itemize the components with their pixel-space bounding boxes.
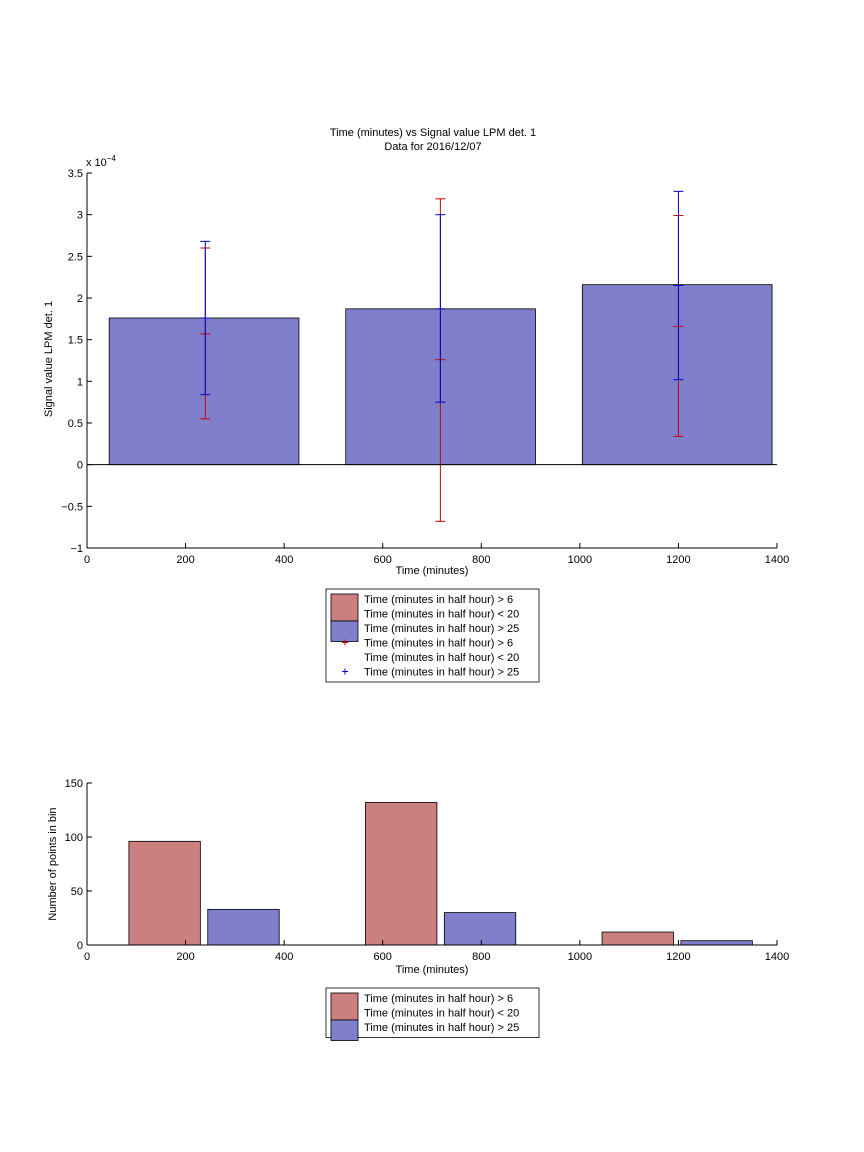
x-tick-label: 800 — [472, 554, 490, 566]
x-tick-label: 1200 — [666, 554, 690, 566]
legend-label: Time (minutes in half hour) < 20 — [364, 1008, 519, 1020]
bar — [108, 317, 300, 466]
x-tick-label: 1400 — [765, 951, 789, 963]
legend-label: Time (minutes in half hour) < 20 — [364, 652, 519, 664]
chart-subtitle: Data for 2016/12/07 — [384, 141, 481, 153]
x-tick-label: 600 — [374, 951, 392, 963]
y-tick-label: 1.5 — [68, 335, 83, 347]
legend-swatch — [330, 620, 359, 642]
legend-label: Time (minutes in half hour) > 6 — [364, 638, 513, 650]
x-tick-label: 1400 — [765, 554, 789, 566]
y-axis-exponent: x 10−4 — [86, 154, 116, 169]
legend-label: Time (minutes in half hour) > 6 — [364, 594, 513, 606]
x-tick-label: 400 — [275, 554, 293, 566]
bar — [128, 840, 201, 946]
legend-box — [325, 588, 540, 683]
y-tick-label: 0 — [77, 940, 83, 952]
bar — [680, 940, 753, 946]
bar — [601, 931, 674, 946]
errorbar — [200, 240, 211, 396]
y-exponent-base: x 10 — [86, 157, 107, 169]
y-tick-label: 3 — [77, 210, 83, 222]
legend-swatch — [330, 992, 359, 1021]
signal-chart: Time (minutes) vs Signal value LPM det. … — [43, 127, 789, 683]
x-tick-label: 200 — [176, 554, 194, 566]
y-tick-label: 150 — [65, 778, 83, 790]
legend: Time (minutes in half hour) > 6 Time (min… — [325, 987, 540, 1041]
bar — [365, 802, 438, 946]
legend-label: Time (minutes in half hour) > 25 — [364, 623, 519, 635]
legend-label: Time (minutes in half hour) < 20 — [364, 609, 519, 621]
errorbar — [673, 190, 684, 381]
axes: 0 200 400 600 800 1000 1200 1400 −1 −0.5 0 0.5 1 1.5 2… — [61, 168, 789, 566]
bar — [443, 912, 517, 946]
bar-group — [128, 802, 753, 946]
y-tick-label: 3.5 — [68, 168, 83, 180]
y-axis-label: Signal value LPM det. 1 — [43, 301, 55, 417]
chart-title: Time (minutes) vs Signal value LPM det. … — [330, 127, 536, 139]
x-tick-label: 1200 — [666, 951, 690, 963]
errorbar — [435, 214, 446, 403]
legend-swatch — [330, 1019, 359, 1041]
errorbar-group — [200, 190, 684, 522]
count-chart: 0 200 400 600 800 1000 1200 1400 0 50 100 150 Time … — [47, 778, 789, 1041]
y-axis-label: Number of points in bin — [47, 807, 59, 920]
y-tick-label: 2.5 — [68, 251, 83, 263]
y-tick-label: −0.5 — [61, 501, 83, 513]
x-tick-label: 200 — [176, 951, 194, 963]
y-tick-label: −1 — [70, 543, 83, 555]
x-axis-label: Time (minutes) — [396, 964, 469, 976]
y-tick-label: 100 — [65, 832, 83, 844]
x-axis-label: Time (minutes) — [396, 565, 469, 577]
x-tick-label: 1000 — [568, 554, 592, 566]
legend: Time (minutes in half hour) > 6 Time (min… — [325, 588, 540, 683]
y-tick-label: 0.5 — [68, 418, 83, 430]
legend-box — [325, 987, 540, 1038]
legend-label: Time (minutes in half hour) > 6 — [364, 993, 513, 1005]
legend-label: Time (minutes in half hour) > 25 — [364, 1022, 519, 1034]
bar — [207, 908, 280, 946]
y-tick-label: 2 — [77, 293, 83, 305]
legend-swatch — [330, 593, 359, 622]
y-exponent-power: −4 — [107, 154, 117, 163]
x-tick-label: 600 — [374, 554, 392, 566]
legend-label: Time (minutes in half hour) > 25 — [364, 667, 519, 679]
bar — [581, 284, 773, 466]
y-tick-label: 1 — [77, 376, 83, 388]
axes: 0 200 400 600 800 1000 1200 1400 0 50 100 150 — [65, 778, 790, 963]
x-tick-label: 1000 — [568, 951, 592, 963]
x-tick-label: 400 — [275, 951, 293, 963]
x-tick-label: 0 — [84, 554, 90, 566]
y-tick-label: 0 — [77, 460, 83, 472]
x-tick-label: 800 — [472, 951, 490, 963]
y-tick-label: 50 — [71, 886, 83, 898]
x-tick-label: 0 — [84, 951, 90, 963]
